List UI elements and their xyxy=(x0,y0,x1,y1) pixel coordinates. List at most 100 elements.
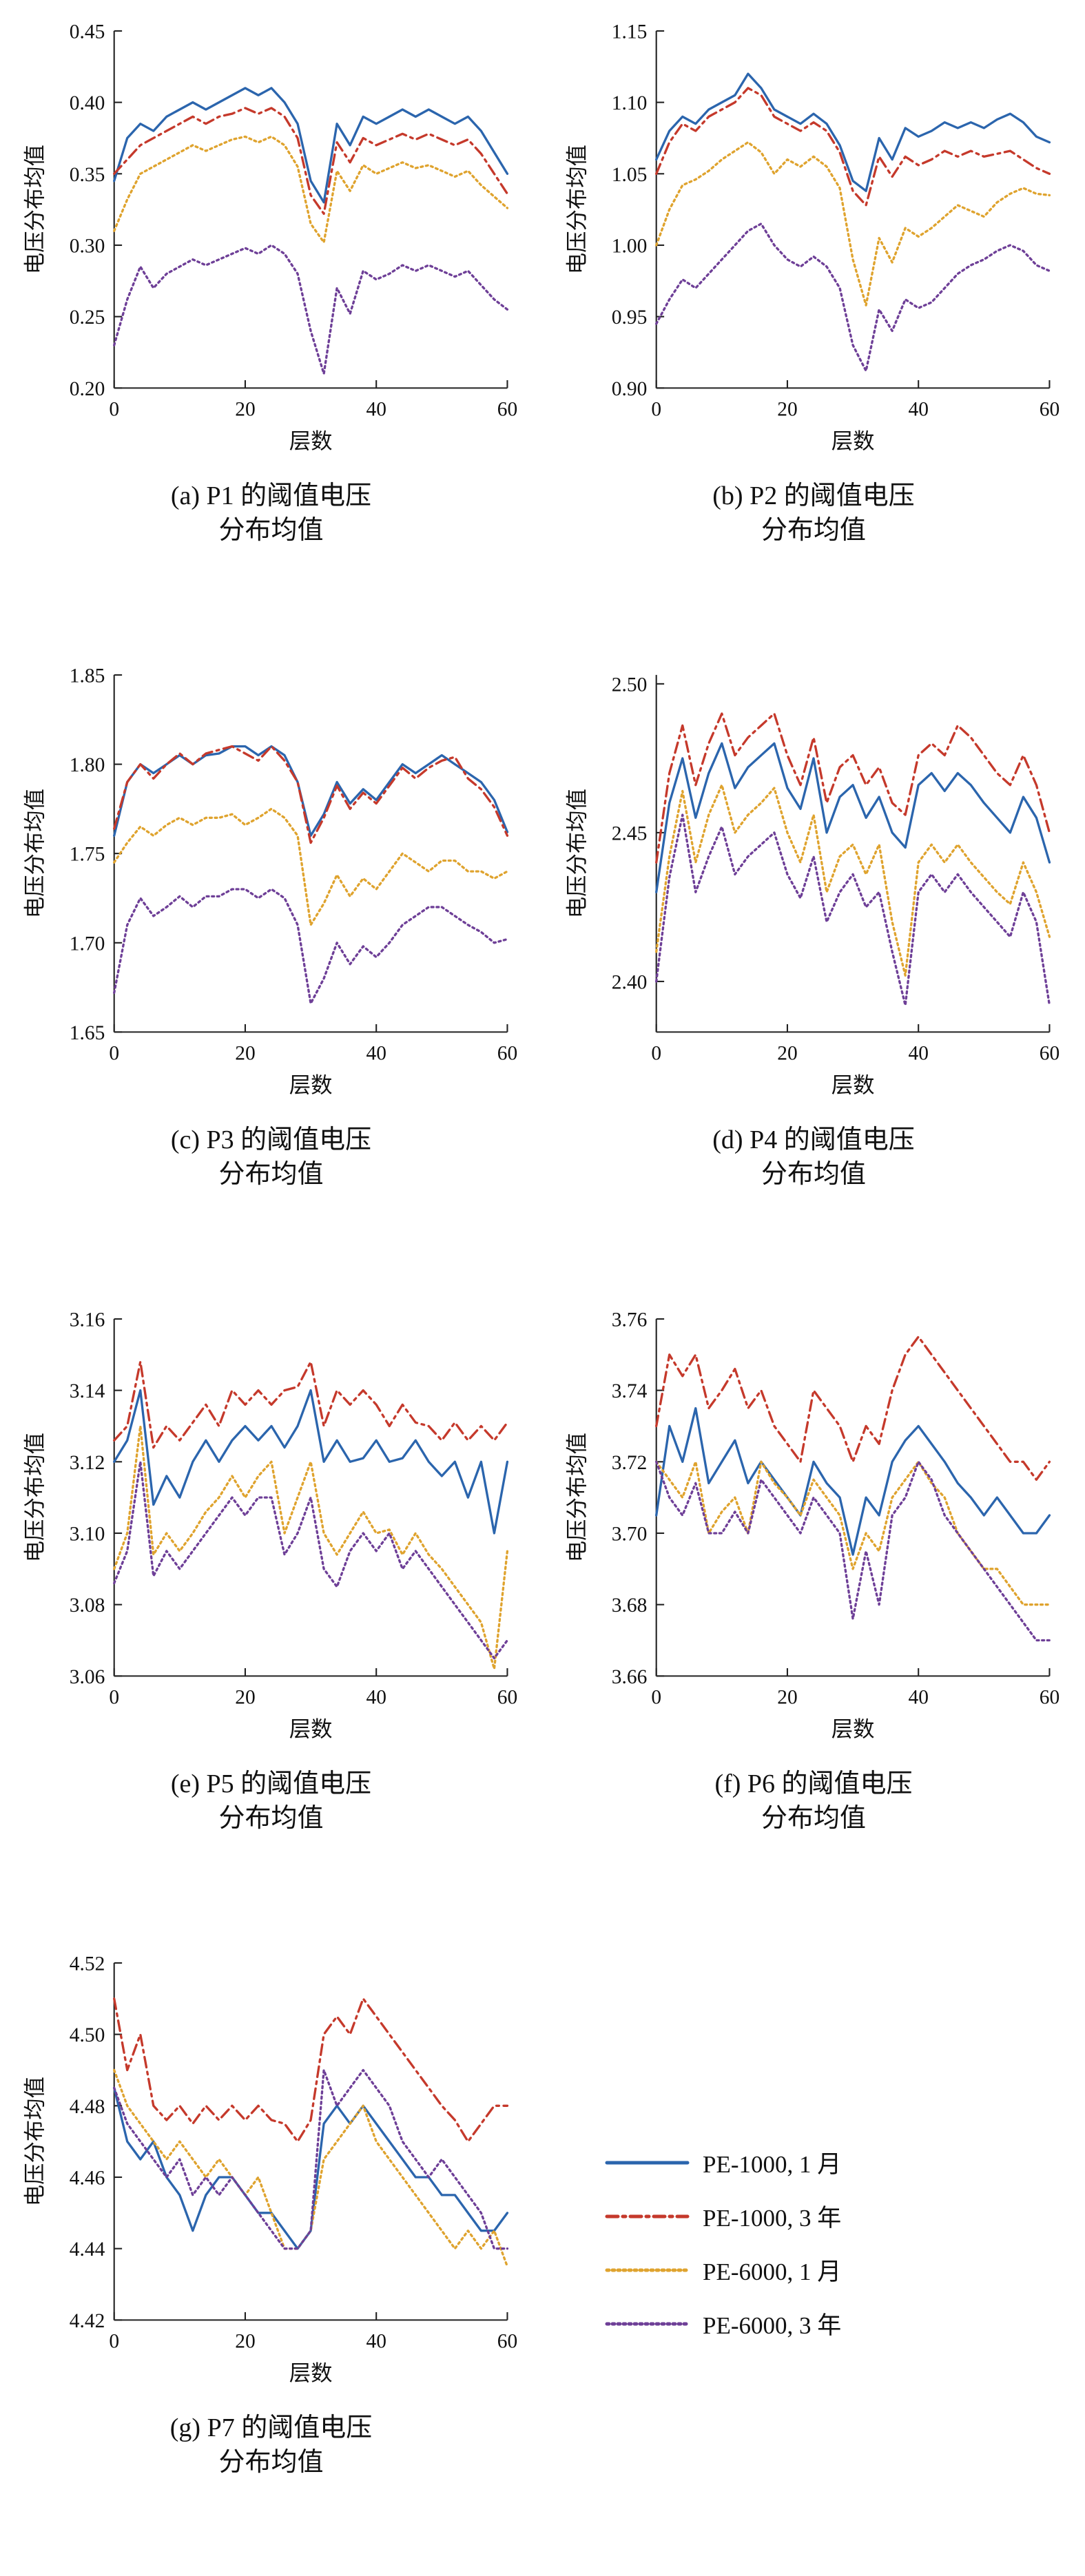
svg-text:1.10: 1.10 xyxy=(612,92,648,114)
svg-text:3.16: 3.16 xyxy=(69,1309,105,1331)
svg-text:3.72: 3.72 xyxy=(612,1452,648,1474)
svg-text:4.46: 4.46 xyxy=(69,2167,105,2189)
legend-item-label: PE-1000, 3 年 xyxy=(703,2205,842,2232)
legend-item-label: PE-6000, 1 月 xyxy=(703,2258,842,2285)
svg-text:3.08: 3.08 xyxy=(69,1595,105,1617)
svg-text:20: 20 xyxy=(235,2330,255,2352)
svg-text:电压分布均值: 电压分布均值 xyxy=(23,2077,47,2206)
chart-p6: 3.66 3.68 3.70 3.72 3.74 3.76 0 20 40 60 层数 电压分布均值 … xyxy=(565,1299,1060,1921)
svg-text:60: 60 xyxy=(1040,1686,1060,1708)
chart-svg: 3.06 3.08 3.10 3.12 3.14 3.16 0 20 40 60 层数 电压分布均值 xyxy=(23,1309,517,1741)
legend-item-label: PE-6000, 3 年 xyxy=(703,2312,842,2339)
svg-text:2.40: 2.40 xyxy=(612,971,648,993)
svg-text:3.66: 3.66 xyxy=(612,1666,648,1688)
legend-cell: PE-1000, 1 月 PE-1000, 3 年 PE-6000, 1 月 P… xyxy=(542,1932,1085,2554)
svg-text:3.12: 3.12 xyxy=(69,1452,105,1474)
chart-caption: (e) P5 的阈值电压 分布均值 xyxy=(171,1767,371,1836)
svg-text:60: 60 xyxy=(1040,1042,1060,1064)
chart-p4: 2.40 2.45 2.50 0 20 40 60 层数 电压分布均值 (d) P4 的阈值电压… xyxy=(565,655,1060,1277)
chart-caption-line1: (a) P1 的阈值电压 xyxy=(170,481,372,510)
svg-text:4.42: 4.42 xyxy=(69,2310,105,2332)
svg-text:4.44: 4.44 xyxy=(69,2239,105,2261)
svg-text:层数: 层数 xyxy=(289,1717,332,1741)
svg-text:0.45: 0.45 xyxy=(69,21,105,43)
svg-text:60: 60 xyxy=(497,2330,517,2352)
chart-svg: 2.40 2.45 2.50 0 20 40 60 层数 电压分布均值 xyxy=(565,674,1060,1097)
chart-caption-line2: 分布均值 xyxy=(218,1159,324,1189)
chart-p2: 0.90 0.95 1.00 1.05 1.10 1.15 0 20 40 60 层数 电压分布均值 … xyxy=(565,11,1060,633)
svg-text:0.30: 0.30 xyxy=(69,235,105,257)
svg-text:电压分布均值: 电压分布均值 xyxy=(565,789,589,918)
svg-text:层数: 层数 xyxy=(289,429,332,453)
svg-text:0.35: 0.35 xyxy=(69,164,105,186)
svg-text:0: 0 xyxy=(651,398,661,420)
svg-text:40: 40 xyxy=(908,1686,928,1708)
chart-caption-line1: (f) P6 的阈值电压 xyxy=(714,1769,913,1798)
svg-text:层数: 层数 xyxy=(289,2361,332,2385)
svg-text:电压分布均值: 电压分布均值 xyxy=(565,145,589,274)
svg-text:40: 40 xyxy=(908,1042,928,1064)
legend-line-sample-pe1000-3year xyxy=(605,2214,690,2218)
chart-canvas-p3: 1.65 1.70 1.75 1.80 1.85 0 20 40 60 层数 电压分布均值 xyxy=(16,661,527,1123)
chart-svg: 1.65 1.70 1.75 1.80 1.85 0 20 40 60 层数 电压分布均值 xyxy=(23,665,517,1097)
legend-item: PE-6000, 3 年 xyxy=(604,2306,841,2341)
chart-canvas-p6: 3.66 3.68 3.70 3.72 3.74 3.76 0 20 40 60 层数 电压分布均值 xyxy=(558,1305,1069,1767)
svg-text:0: 0 xyxy=(109,2330,119,2352)
svg-text:层数: 层数 xyxy=(831,1717,875,1741)
chart-p7: 4.42 4.44 4.46 4.48 4.50 4.52 0 20 40 60 层数 电压分布均值 … xyxy=(23,1943,517,2565)
svg-text:40: 40 xyxy=(908,398,928,420)
svg-text:0.40: 0.40 xyxy=(69,92,105,114)
svg-text:3.14: 3.14 xyxy=(69,1380,105,1402)
chart-caption-line2: 分布均值 xyxy=(761,515,866,545)
svg-text:20: 20 xyxy=(777,1042,797,1064)
svg-text:60: 60 xyxy=(497,1042,517,1064)
svg-text:0.25: 0.25 xyxy=(69,307,105,329)
svg-text:3.10: 3.10 xyxy=(69,1523,105,1545)
svg-text:2.45: 2.45 xyxy=(612,822,648,844)
legend-line-sample-pe1000-1month xyxy=(605,2161,690,2164)
chart-caption: (d) P4 的阈值电压 分布均值 xyxy=(712,1123,914,1192)
chart-caption-line1: (e) P5 的阈值电压 xyxy=(170,1769,372,1798)
svg-text:60: 60 xyxy=(497,1686,517,1708)
svg-text:1.75: 1.75 xyxy=(69,844,105,866)
svg-text:层数: 层数 xyxy=(831,1073,875,1097)
svg-text:4.48: 4.48 xyxy=(69,2096,105,2118)
svg-text:4.50: 4.50 xyxy=(69,2024,105,2046)
svg-text:1.80: 1.80 xyxy=(69,754,105,776)
legend-line-sample-pe6000-3year xyxy=(605,2322,690,2325)
chart-caption: (c) P3 的阈值电压 分布均值 xyxy=(171,1123,371,1192)
chart-caption: (g) P7 的阈值电压 分布均值 xyxy=(170,2411,372,2480)
chart-svg: 0.90 0.95 1.00 1.05 1.10 1.15 0 20 40 60 层数 电压分布均值 xyxy=(565,21,1060,453)
svg-text:20: 20 xyxy=(235,1686,255,1708)
chart-caption: (a) P1 的阈值电压 分布均值 xyxy=(171,479,371,548)
svg-text:20: 20 xyxy=(777,1686,797,1708)
svg-text:1.70: 1.70 xyxy=(69,933,105,955)
svg-text:3.68: 3.68 xyxy=(612,1595,648,1617)
chart-canvas-p7: 4.42 4.44 4.46 4.48 4.50 4.52 0 20 40 60 层数 电压分布均值 xyxy=(16,1949,527,2411)
chart-canvas-p2: 0.90 0.95 1.00 1.05 1.10 1.15 0 20 40 60 层数 电压分布均值 xyxy=(558,17,1069,479)
svg-text:3.74: 3.74 xyxy=(612,1380,648,1402)
svg-text:0.90: 0.90 xyxy=(612,378,648,400)
svg-text:0: 0 xyxy=(109,398,119,420)
chart-caption-line1: (d) P4 的阈值电压 xyxy=(712,1125,915,1154)
svg-text:40: 40 xyxy=(366,1686,386,1708)
chart-caption-line2: 分布均值 xyxy=(761,1159,866,1189)
svg-text:1.05: 1.05 xyxy=(612,164,648,186)
chart-caption-line2: 分布均值 xyxy=(218,1803,324,1833)
svg-text:1.15: 1.15 xyxy=(612,21,648,43)
svg-text:60: 60 xyxy=(1040,398,1060,420)
legend: PE-1000, 1 月 PE-1000, 3 年 PE-6000, 1 月 P… xyxy=(604,2145,841,2341)
svg-text:0.20: 0.20 xyxy=(69,378,105,400)
chart-canvas-p5: 3.06 3.08 3.10 3.12 3.14 3.16 0 20 40 60 层数 电压分布均值 xyxy=(16,1305,527,1767)
svg-text:1.85: 1.85 xyxy=(69,665,105,687)
legend-line-sample-pe6000-1month xyxy=(605,2268,690,2272)
chart-caption: (b) P2 的阈值电压 分布均值 xyxy=(712,479,914,548)
svg-text:40: 40 xyxy=(366,2330,386,2352)
svg-text:0: 0 xyxy=(651,1042,661,1064)
svg-text:20: 20 xyxy=(777,398,797,420)
chart-p3: 1.65 1.70 1.75 1.80 1.85 0 20 40 60 层数 电压分布均值 (c) … xyxy=(23,655,517,1277)
chart-p5: 3.06 3.08 3.10 3.12 3.14 3.16 0 20 40 60 层数 电压分布均值 … xyxy=(23,1299,517,1921)
chart-caption-line2: 分布均值 xyxy=(218,2447,324,2477)
legend-item: PE-1000, 1 月 xyxy=(604,2145,841,2180)
